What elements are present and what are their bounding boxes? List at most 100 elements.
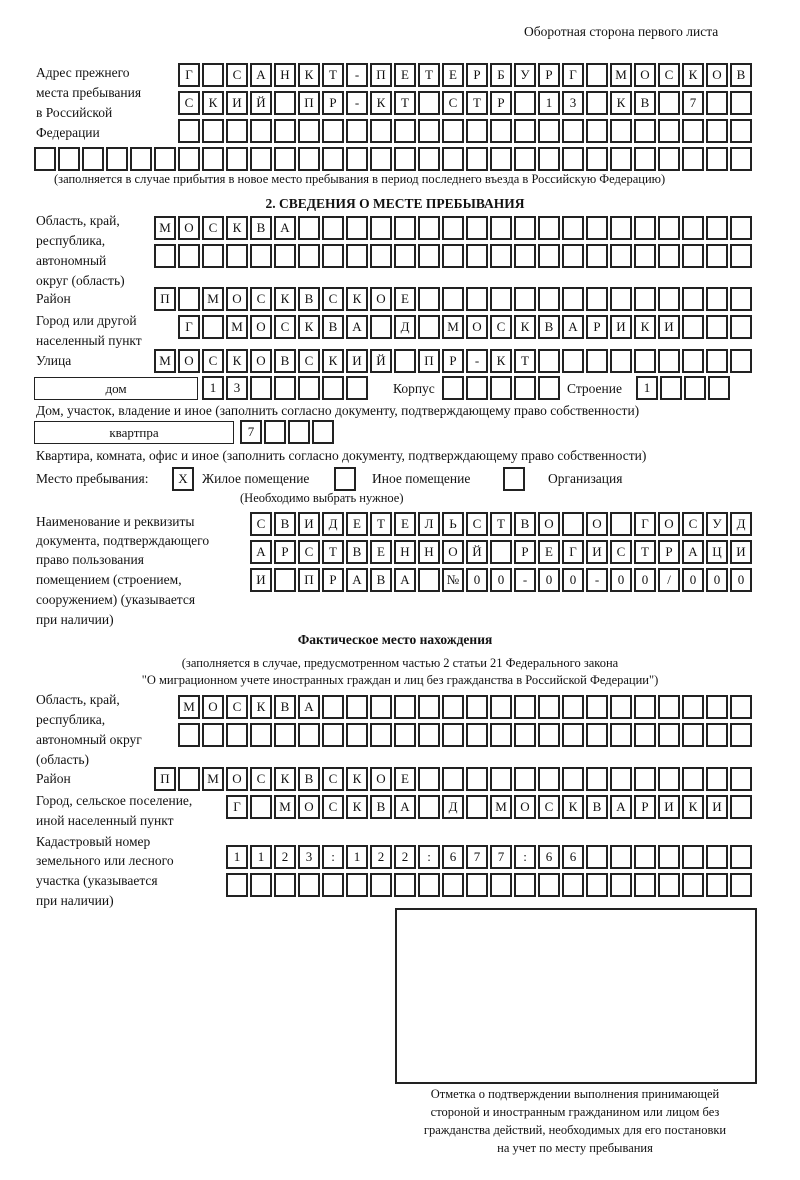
- char-cell[interactable]: О: [250, 315, 272, 339]
- char-cell[interactable]: С: [226, 695, 248, 719]
- char-cell[interactable]: [370, 119, 392, 143]
- char-cell[interactable]: [586, 723, 608, 747]
- char-cell[interactable]: [490, 147, 512, 171]
- char-cell[interactable]: [538, 376, 560, 400]
- char-cell[interactable]: [418, 216, 440, 240]
- char-cell[interactable]: [538, 119, 560, 143]
- char-cell[interactable]: С: [298, 349, 320, 373]
- char-cell[interactable]: [490, 119, 512, 143]
- char-cell[interactable]: П: [298, 568, 320, 592]
- char-cell[interactable]: 7: [466, 845, 488, 869]
- char-cell[interactable]: В: [346, 540, 368, 564]
- char-cell[interactable]: Г: [634, 512, 656, 536]
- char-cell[interactable]: [682, 244, 704, 268]
- char-cell[interactable]: [418, 119, 440, 143]
- char-cell[interactable]: И: [586, 540, 608, 564]
- char-cell[interactable]: [490, 873, 512, 897]
- char-cell[interactable]: А: [274, 216, 296, 240]
- char-cell[interactable]: К: [514, 315, 536, 339]
- char-cell[interactable]: [202, 723, 224, 747]
- char-cell[interactable]: Н: [418, 540, 440, 564]
- char-cell[interactable]: К: [274, 287, 296, 311]
- char-cell[interactable]: [490, 540, 512, 564]
- char-cell[interactable]: К: [346, 287, 368, 311]
- char-cell[interactable]: [274, 873, 296, 897]
- char-cell[interactable]: [730, 315, 752, 339]
- char-cell[interactable]: О: [250, 349, 272, 373]
- char-cell[interactable]: [682, 216, 704, 240]
- char-cell[interactable]: [610, 287, 632, 311]
- char-cell[interactable]: Г: [178, 63, 200, 87]
- char-cell[interactable]: С: [658, 63, 680, 87]
- char-cell[interactable]: [514, 376, 536, 400]
- char-cell[interactable]: У: [706, 512, 728, 536]
- char-cell[interactable]: [442, 216, 464, 240]
- char-cell[interactable]: [586, 147, 608, 171]
- char-cell[interactable]: [658, 244, 680, 268]
- char-cell[interactable]: С: [322, 767, 344, 791]
- char-cell[interactable]: К: [346, 767, 368, 791]
- char-cell[interactable]: [250, 119, 272, 143]
- char-cell[interactable]: [730, 216, 752, 240]
- char-cell[interactable]: Р: [586, 315, 608, 339]
- char-cell[interactable]: 1: [636, 376, 658, 400]
- char-cell[interactable]: А: [394, 795, 416, 819]
- char-cell[interactable]: [658, 349, 680, 373]
- char-cell[interactable]: :: [514, 845, 536, 869]
- char-cell[interactable]: [562, 873, 584, 897]
- char-cell[interactable]: О: [634, 63, 656, 87]
- char-cell[interactable]: П: [154, 767, 176, 791]
- char-cell[interactable]: С: [442, 91, 464, 115]
- char-cell[interactable]: О: [658, 512, 680, 536]
- char-cell[interactable]: [562, 723, 584, 747]
- char-cell[interactable]: Г: [178, 315, 200, 339]
- char-cell[interactable]: 7: [490, 845, 512, 869]
- char-cell[interactable]: В: [250, 216, 272, 240]
- char-cell[interactable]: [418, 91, 440, 115]
- char-cell[interactable]: С: [322, 795, 344, 819]
- char-cell[interactable]: [730, 349, 752, 373]
- char-cell[interactable]: 1: [346, 845, 368, 869]
- char-cell[interactable]: Г: [562, 63, 584, 87]
- char-cell[interactable]: М: [274, 795, 296, 819]
- char-cell[interactable]: [538, 873, 560, 897]
- char-cell[interactable]: [706, 695, 728, 719]
- char-cell[interactable]: И: [730, 540, 752, 564]
- char-cell[interactable]: 0: [562, 568, 584, 592]
- char-cell[interactable]: [610, 216, 632, 240]
- char-cell[interactable]: [562, 512, 584, 536]
- char-cell[interactable]: №: [442, 568, 464, 592]
- char-cell[interactable]: Д: [394, 315, 416, 339]
- char-cell[interactable]: Е: [394, 63, 416, 87]
- char-cell[interactable]: [730, 845, 752, 869]
- char-cell[interactable]: Е: [346, 512, 368, 536]
- char-cell[interactable]: Е: [538, 540, 560, 564]
- char-cell[interactable]: [634, 767, 656, 791]
- char-cell[interactable]: Е: [394, 512, 416, 536]
- char-cell[interactable]: [706, 845, 728, 869]
- char-cell[interactable]: Р: [634, 795, 656, 819]
- char-cell[interactable]: 1: [202, 376, 224, 400]
- char-cell[interactable]: К: [226, 216, 248, 240]
- char-cell[interactable]: [706, 147, 728, 171]
- char-cell[interactable]: [634, 119, 656, 143]
- char-cell[interactable]: [706, 287, 728, 311]
- char-cell[interactable]: С: [682, 512, 704, 536]
- char-cell[interactable]: [226, 244, 248, 268]
- char-cell[interactable]: С: [250, 287, 272, 311]
- char-cell[interactable]: В: [514, 512, 536, 536]
- char-cell[interactable]: А: [682, 540, 704, 564]
- char-cell[interactable]: [442, 119, 464, 143]
- char-cell[interactable]: О: [370, 767, 392, 791]
- char-cell[interactable]: П: [298, 91, 320, 115]
- char-cell[interactable]: А: [298, 695, 320, 719]
- char-cell[interactable]: [586, 767, 608, 791]
- char-cell[interactable]: И: [610, 315, 632, 339]
- char-cell[interactable]: [322, 695, 344, 719]
- char-cell[interactable]: [610, 147, 632, 171]
- char-cell[interactable]: [418, 147, 440, 171]
- char-cell[interactable]: [154, 244, 176, 268]
- char-cell[interactable]: К: [490, 349, 512, 373]
- char-cell[interactable]: В: [634, 91, 656, 115]
- char-cell[interactable]: [418, 723, 440, 747]
